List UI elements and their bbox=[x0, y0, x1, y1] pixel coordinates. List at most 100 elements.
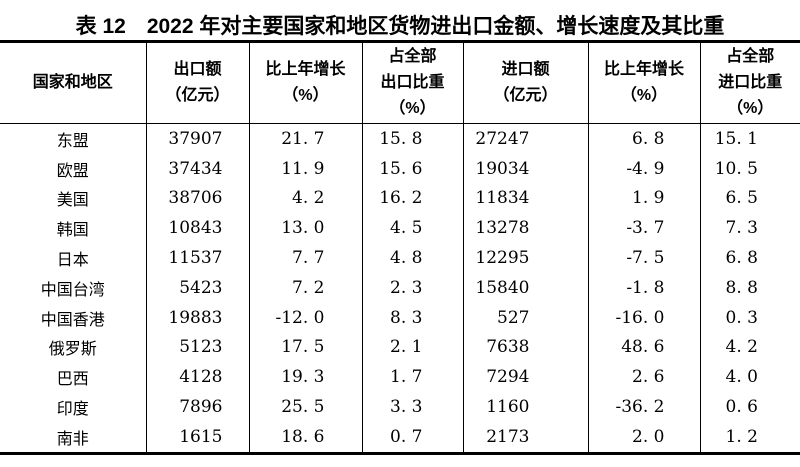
cell-export-share: 2. 1 bbox=[361, 332, 463, 363]
cell-export-value: 37434 bbox=[145, 153, 249, 184]
cell-import-growth: 1. 9 bbox=[587, 183, 700, 214]
cell-export-growth: 4. 2 bbox=[248, 183, 362, 214]
table-row: 美国 38706 4. 2 16. 2 11834 1. 9 6. 5 bbox=[0, 183, 800, 214]
cell-import-share: 7. 3 bbox=[699, 213, 800, 244]
cell-import-share: 15. 1 bbox=[699, 123, 800, 154]
col-header-region: 国家和地区 bbox=[0, 41, 146, 124]
cell-import-value: 15840 bbox=[462, 272, 588, 303]
cell-region: 中国台湾 bbox=[40, 279, 105, 299]
cell-import-value: 527 bbox=[462, 302, 588, 333]
cell-export-growth: 21. 7 bbox=[248, 123, 362, 154]
cell-import-value: 13278 bbox=[462, 213, 588, 244]
cell-region: 欧盟 bbox=[56, 160, 89, 180]
cell-export-growth: 7. 7 bbox=[248, 243, 362, 273]
cell-import-growth: -7. 5 bbox=[587, 243, 700, 273]
cell-import-share: 0. 6 bbox=[699, 392, 800, 422]
cell-export-share: 16. 2 bbox=[361, 183, 463, 214]
cell-export-share: 1. 7 bbox=[361, 362, 463, 393]
cell-region: 南非 bbox=[56, 428, 89, 448]
cell-export-growth: 18. 6 bbox=[248, 421, 362, 454]
table-row: 中国台湾 5423 7. 2 2. 3 15840 -1. 8 8. 8 bbox=[0, 272, 800, 303]
trade-table: 国家和地区 出口额 （亿元） 比上年增长 （%） 占全部 出口比重 （%） 进口… bbox=[0, 40, 800, 455]
cell-import-value: 27247 bbox=[462, 123, 588, 154]
table-row: 欧盟 37434 11. 9 15. 6 19034 -4. 9 10. 5 bbox=[0, 153, 800, 184]
cell-export-value: 19883 bbox=[145, 302, 249, 333]
cell-region: 日本 bbox=[56, 250, 89, 270]
cell-import-value: 7294 bbox=[462, 362, 588, 393]
cell-export-value: 37907 bbox=[145, 123, 249, 154]
cell-import-value: 19034 bbox=[462, 153, 588, 184]
cell-export-value: 11537 bbox=[145, 243, 249, 273]
cell-export-value: 5423 bbox=[145, 272, 249, 303]
cell-import-share: 4. 2 bbox=[699, 332, 800, 363]
table-row: 中国香港 19883 -12. 0 8. 3 527 -16. 0 0. 3 bbox=[0, 302, 800, 333]
cell-export-growth: 13. 0 bbox=[248, 213, 362, 244]
table-title: 表 12 2022 年对主要国家和地区货物进出口金额、增长速度及其比重 bbox=[75, 14, 725, 38]
cell-import-growth: -3. 7 bbox=[587, 213, 700, 244]
cell-export-share: 15. 8 bbox=[361, 123, 463, 154]
cell-region: 俄罗斯 bbox=[48, 339, 97, 359]
table-row: 日本 11537 7. 7 4. 8 12295 -7. 5 6. 8 bbox=[0, 243, 800, 273]
cell-import-growth: 6. 8 bbox=[587, 123, 700, 154]
cell-region: 中国香港 bbox=[40, 309, 105, 329]
table-row: 东盟 37907 21. 7 15. 8 27247 6. 8 15. 1 bbox=[0, 123, 800, 154]
cell-import-growth: 48. 6 bbox=[587, 332, 700, 363]
cell-import-growth: -4. 9 bbox=[587, 153, 700, 184]
cell-import-growth: -36. 2 bbox=[587, 392, 700, 422]
cell-import-share: 6. 5 bbox=[699, 183, 800, 214]
col-header-export-growth: 比上年增长 （%） bbox=[248, 41, 362, 124]
table-row: 南非 1615 18. 6 0. 7 2173 2. 0 1. 2 bbox=[0, 421, 800, 454]
col-header-import-value: 进口额 （亿元） bbox=[462, 41, 588, 124]
cell-import-value: 7638 bbox=[462, 332, 588, 363]
col-header-import-growth: 比上年增长 （%） bbox=[587, 41, 700, 124]
cell-export-share: 4. 8 bbox=[361, 243, 463, 273]
cell-import-growth: 2. 0 bbox=[587, 421, 700, 454]
cell-import-share: 4. 0 bbox=[699, 362, 800, 393]
cell-import-share: 10. 5 bbox=[699, 153, 800, 184]
cell-export-value: 10843 bbox=[145, 213, 249, 244]
cell-region: 韩国 bbox=[56, 220, 89, 240]
cell-export-share: 3. 3 bbox=[361, 392, 463, 422]
col-header-export-share: 占全部 出口比重 （%） bbox=[361, 41, 463, 124]
cell-export-value: 38706 bbox=[145, 183, 249, 214]
cell-export-growth: 25. 5 bbox=[248, 392, 362, 422]
cell-region: 东盟 bbox=[56, 130, 89, 150]
cell-export-value: 7896 bbox=[145, 392, 249, 422]
cell-export-value: 5123 bbox=[145, 332, 249, 363]
cell-import-value: 12295 bbox=[462, 243, 588, 273]
table-row: 俄罗斯 5123 17. 5 2. 1 7638 48. 6 4. 2 bbox=[0, 332, 800, 363]
cell-export-value: 4128 bbox=[145, 362, 249, 393]
cell-export-growth: 7. 2 bbox=[248, 272, 362, 303]
cell-export-share: 2. 3 bbox=[361, 272, 463, 303]
cell-export-growth: 11. 9 bbox=[248, 153, 362, 184]
cell-export-growth: 19. 3 bbox=[248, 362, 362, 393]
col-header-import-share: 占全部 进口比重 （%） bbox=[699, 41, 800, 124]
cell-import-growth: 2. 6 bbox=[587, 362, 700, 393]
cell-import-share: 0. 3 bbox=[699, 302, 800, 333]
cell-export-share: 8. 3 bbox=[361, 302, 463, 333]
cell-region: 美国 bbox=[56, 190, 89, 210]
cell-export-value: 1615 bbox=[145, 421, 249, 454]
cell-import-growth: -1. 8 bbox=[587, 272, 700, 303]
cell-export-share: 15. 6 bbox=[361, 153, 463, 184]
table-header-row: 国家和地区 出口额 （亿元） 比上年增长 （%） 占全部 出口比重 （%） 进口… bbox=[0, 41, 800, 124]
cell-region: 印度 bbox=[56, 399, 89, 419]
table-row: 韩国 10843 13. 0 4. 5 13278 -3. 7 7. 3 bbox=[0, 213, 800, 244]
cell-import-growth: -16. 0 bbox=[587, 302, 700, 333]
cell-region: 巴西 bbox=[56, 369, 89, 389]
cell-import-value: 1160 bbox=[462, 392, 588, 422]
cell-import-share: 6. 8 bbox=[699, 243, 800, 273]
cell-export-share: 4. 5 bbox=[361, 213, 463, 244]
cell-export-share: 0. 7 bbox=[361, 421, 463, 454]
cell-export-growth: -12. 0 bbox=[248, 302, 362, 333]
cell-import-share: 8. 8 bbox=[699, 272, 800, 303]
col-header-export-value: 出口额 （亿元） bbox=[145, 41, 249, 124]
cell-export-growth: 17. 5 bbox=[248, 332, 362, 363]
table-row: 巴西 4128 19. 3 1. 7 7294 2. 6 4. 0 bbox=[0, 362, 800, 393]
cell-import-share: 1. 2 bbox=[699, 421, 800, 454]
cell-import-value: 11834 bbox=[462, 183, 588, 214]
cell-import-value: 2173 bbox=[462, 421, 588, 454]
table-body: 东盟 37907 21. 7 15. 8 27247 6. 8 15. 1 欧盟 37434 11… bbox=[0, 123, 800, 454]
table-row: 印度 7896 25. 5 3. 3 1160 -36. 2 0. 6 bbox=[0, 392, 800, 422]
